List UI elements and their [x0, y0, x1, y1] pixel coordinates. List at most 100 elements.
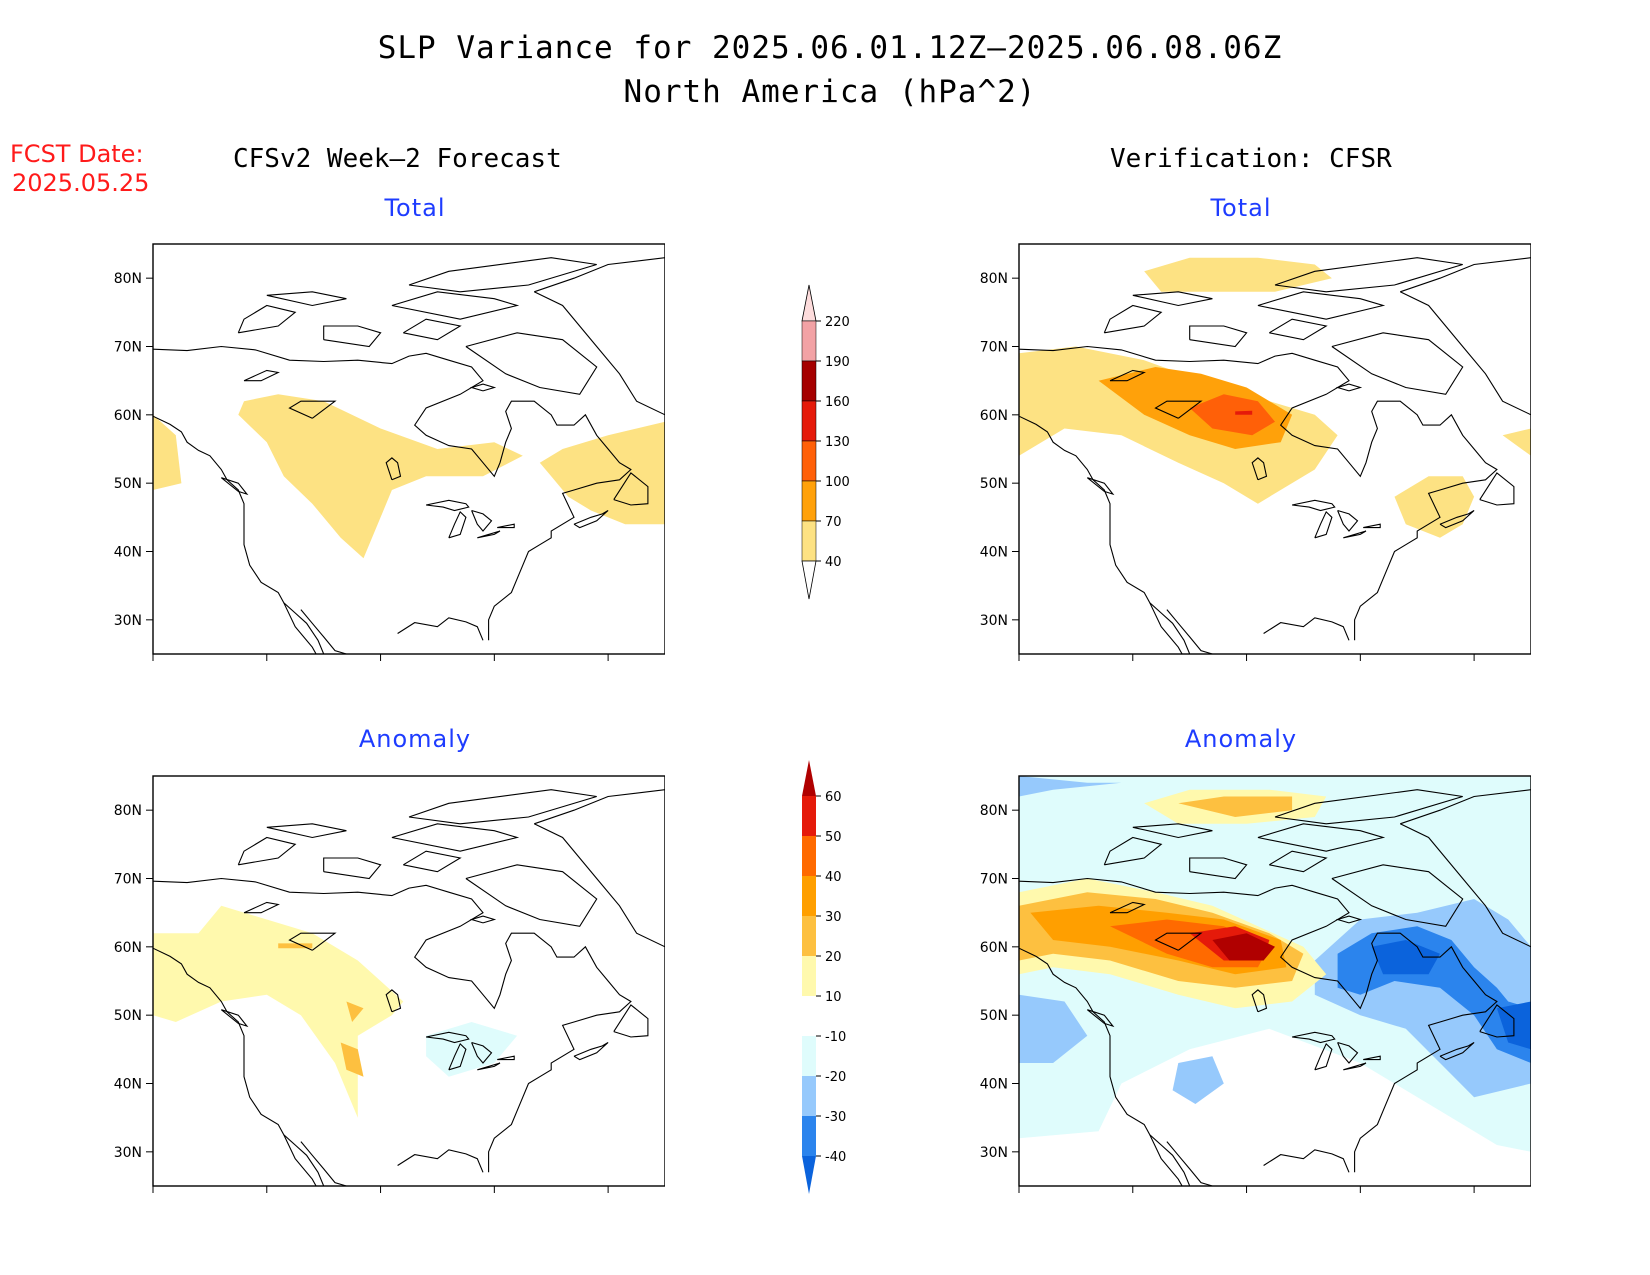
colorbar-top-arrow	[802, 760, 816, 796]
shading-layer	[1019, 776, 1531, 1186]
shaded-region--20	[1172, 1056, 1224, 1104]
figure-title-line1: SLP Variance for 2025.06.01.12Z–2025.06.…	[377, 30, 1283, 66]
shaded-region-20	[1178, 796, 1293, 817]
coastline-layer	[1019, 789, 1531, 1186]
coastline	[266, 291, 347, 307]
shaded-region-20	[340, 1042, 364, 1077]
coastline	[153, 415, 325, 654]
shaded-region-130	[1235, 410, 1253, 415]
coastline	[300, 609, 347, 654]
coastline	[1189, 325, 1248, 348]
coastline	[220, 477, 249, 496]
map-frame	[1018, 243, 1531, 655]
coastline	[1103, 836, 1163, 866]
coastline	[1363, 1055, 1381, 1061]
coastline	[408, 257, 597, 293]
map-panel-verification-total: 140W120W100W80W60W30N40N50N60N70N80N	[966, 235, 1531, 665]
coastline	[497, 523, 515, 529]
y-tick-label: 80N	[980, 271, 1008, 287]
map-panel-forecast-total: 140W120W100W80W60W30N40N50N60N70N80N	[100, 235, 665, 665]
y-tick-label: 30N	[114, 1145, 142, 1161]
map-frame	[152, 775, 665, 1187]
coastline	[1331, 864, 1464, 927]
y-tick-label: 50N	[114, 1008, 142, 1024]
coastline	[288, 400, 337, 419]
coastline	[1109, 901, 1146, 914]
coastline	[1132, 823, 1213, 839]
coastline	[469, 383, 497, 392]
coastline	[1103, 304, 1163, 334]
coastline	[1291, 1031, 1336, 1044]
colorbar-bottom-arrow	[801, 560, 817, 600]
coastline	[1399, 257, 1531, 416]
coastline	[1291, 499, 1336, 512]
coastline	[471, 509, 493, 532]
coastline	[477, 530, 501, 539]
coastline	[465, 332, 598, 395]
panel-title-forecast-total: Total	[384, 194, 446, 222]
colorbar-label: -30	[825, 1110, 846, 1125]
coastline	[1019, 415, 1191, 654]
map-svg: 140W120W100W80W60W30N40N50N60N70N80N	[980, 243, 1531, 661]
coastline	[1263, 1149, 1350, 1173]
colorbar-label: 70	[825, 515, 842, 530]
coastline	[220, 1009, 249, 1028]
coastline	[391, 291, 520, 320]
shaded-region-10	[153, 905, 404, 1118]
map-svg: 140W120W100W80W60W30N40N50N60N70N80N	[114, 243, 665, 661]
map-frame	[152, 243, 665, 655]
coastline-layer	[1019, 257, 1531, 654]
colorbar-bottom-arrow	[802, 1156, 816, 1194]
coastline	[1335, 915, 1363, 924]
coastline	[1019, 947, 1191, 1186]
coastline	[243, 901, 280, 914]
coastline	[573, 510, 609, 529]
shaded-region--20	[1019, 776, 1122, 797]
fcst-date-label: FCST Date:	[10, 140, 144, 168]
fcst-date-value: 2025.05.25	[12, 169, 150, 197]
colorbar-box	[801, 520, 817, 562]
y-tick-label: 40N	[114, 1077, 142, 1093]
coastline	[153, 345, 632, 641]
coastline	[1132, 291, 1213, 307]
colorbar-label: 50	[825, 830, 842, 845]
coastline	[323, 857, 382, 880]
coastline	[1335, 383, 1363, 392]
coastline	[1086, 477, 1115, 496]
colorbar-box	[802, 956, 816, 996]
coastline	[1439, 510, 1475, 529]
colorbar-box	[801, 480, 817, 522]
coastline	[153, 877, 632, 1173]
colorbar-total: 220 190 160 130 100 70 40	[795, 283, 875, 603]
coastline	[1479, 472, 1515, 506]
colorbar-box	[802, 836, 816, 876]
panel-title-verification-anomaly: Anomaly	[1184, 725, 1298, 753]
shaded-region-40	[1144, 257, 1332, 292]
coastline	[1337, 509, 1359, 532]
coastline	[1263, 617, 1350, 641]
y-tick-label: 80N	[114, 271, 142, 287]
colorbar-box	[801, 440, 817, 482]
y-tick-label: 50N	[980, 476, 1008, 492]
y-tick-label: 70N	[980, 872, 1008, 888]
coastline	[613, 1004, 649, 1038]
coastline	[613, 472, 649, 506]
coastline	[1019, 877, 1498, 1173]
coastline-layer	[153, 257, 665, 654]
colorbar-box	[801, 360, 817, 402]
colorbar-label: 40	[825, 555, 842, 570]
y-tick-label: 80N	[114, 803, 142, 819]
shaded-region--10	[426, 1022, 518, 1077]
colorbar-svg: 220 190 160 130 100 70 40	[801, 284, 850, 600]
colorbar-label: 190	[825, 355, 850, 370]
map-panel-verification-anomaly: 140W120W100W80W60W30N40N50N60N70N80N	[966, 767, 1531, 1197]
coastline	[283, 1134, 317, 1186]
coastline	[300, 1141, 347, 1186]
colorbar-label: 160	[825, 395, 850, 410]
coastline	[1274, 789, 1463, 825]
panel-title-verification-total: Total	[1210, 194, 1272, 222]
coastline	[1019, 345, 1498, 641]
y-tick-label: 80N	[980, 803, 1008, 819]
coastline	[465, 864, 598, 927]
y-tick-label: 70N	[114, 872, 142, 888]
